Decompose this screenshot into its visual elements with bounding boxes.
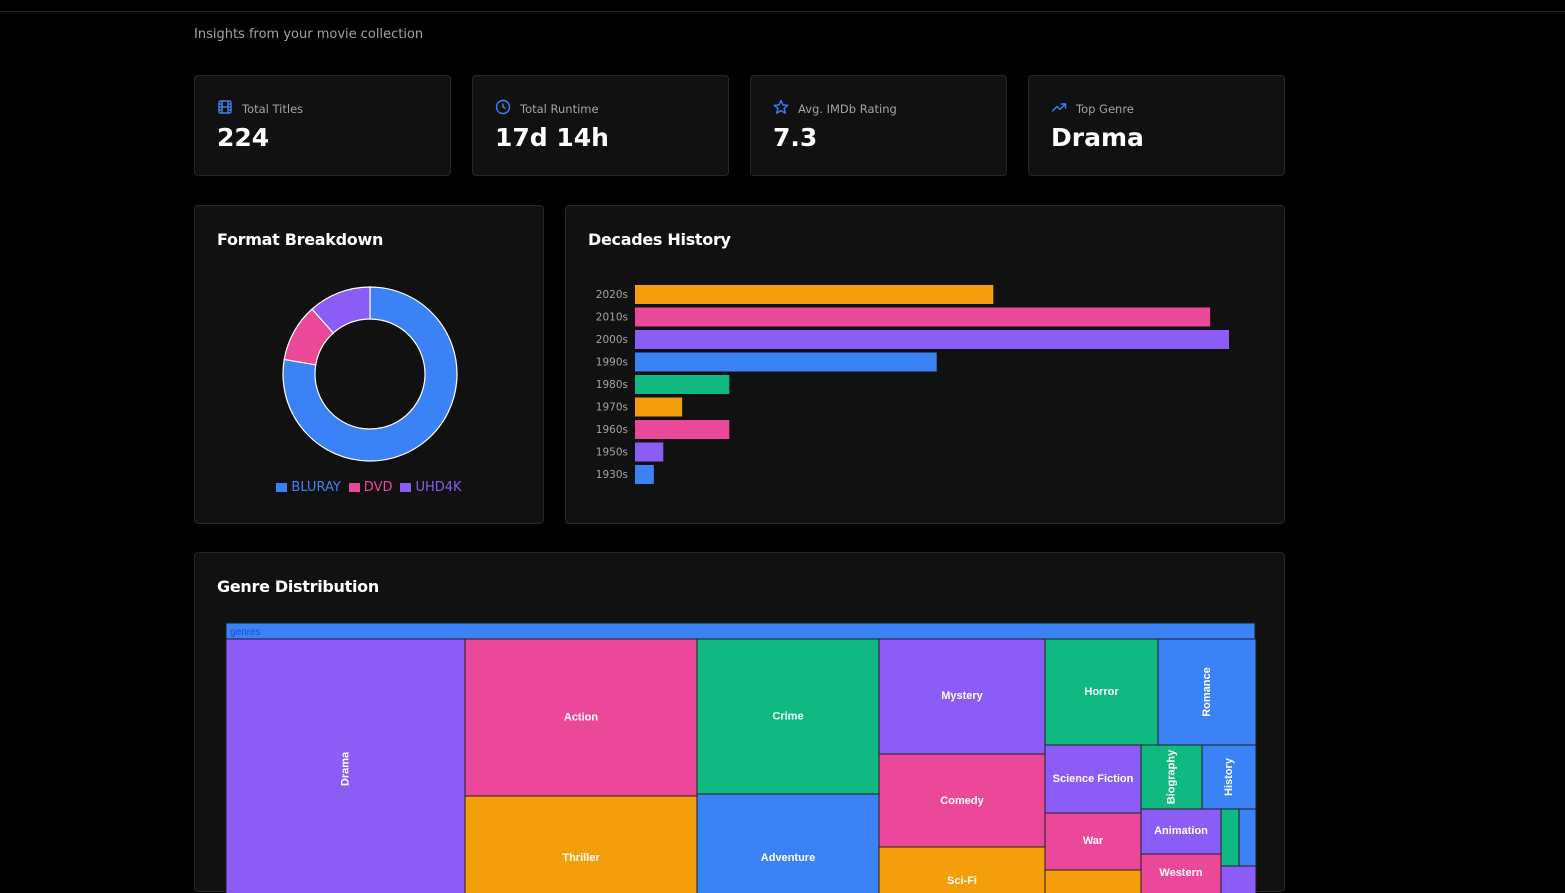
treemap-cell-other[interactable]	[1220, 865, 1257, 893]
bar-label: 2000s	[596, 334, 628, 346]
treemap-cell-comedy[interactable]	[878, 753, 1046, 848]
treemap-cell-other[interactable]	[1238, 808, 1257, 867]
bar-label: 1930s	[596, 469, 628, 481]
legend-item-dvd[interactable]: DVD	[348, 480, 393, 495]
bar-label: 1960s	[596, 424, 628, 436]
bar-label: 2020s	[596, 289, 628, 301]
stat-card-total-runtime: Total Runtime 17d 14h	[472, 75, 729, 176]
treemap-cell-romance[interactable]	[1157, 638, 1257, 746]
panel-title: Decades History	[588, 230, 731, 249]
bar-1990s[interactable]	[635, 352, 937, 372]
format-legend: BLURAY DVD UHD4K	[195, 480, 543, 495]
treemap-cell-animation[interactable]	[1140, 808, 1222, 855]
stat-card-avg-rating: Avg. IMDb Rating 7.3	[750, 75, 1007, 176]
treemap-cell-crime[interactable]	[696, 638, 880, 795]
treemap-label: Biography	[1165, 749, 1177, 804]
bar-label: 1980s	[596, 379, 628, 391]
treemap-root-label: genres	[230, 627, 261, 638]
treemap-label: Science Fiction	[1053, 773, 1134, 785]
legend-swatch	[400, 483, 412, 492]
legend-item-bluray[interactable]: BLURAY	[276, 480, 341, 495]
stat-value: Drama	[1051, 123, 1144, 152]
decades-history-panel: Decades History 2020s 2010s 2000s 1990s 1980…	[565, 205, 1285, 524]
stat-label: Total Runtime	[520, 101, 599, 116]
treemap-cell-horror[interactable]	[1044, 638, 1159, 746]
legend-swatch	[348, 483, 360, 492]
treemap-cell-war[interactable]	[1044, 812, 1142, 871]
donut-slice-bluray[interactable]	[282, 286, 458, 462]
bar-1950s[interactable]	[635, 442, 664, 462]
stat-label: Avg. IMDb Rating	[798, 101, 897, 116]
treemap-cell-action[interactable]	[464, 638, 698, 797]
treemap-label: Romance	[1201, 667, 1213, 717]
trending-up-icon	[1051, 99, 1067, 118]
treemap-label: Comedy	[940, 795, 984, 807]
stat-label: Top Genre	[1076, 101, 1134, 116]
genre-distribution-panel: Genre Distribution genres Drama Action Thri…	[194, 552, 1285, 893]
bar-2020s[interactable]	[635, 285, 994, 304]
bar-1980s[interactable]	[635, 375, 730, 394]
bar-label: 1950s	[596, 447, 628, 459]
bar-1930s[interactable]	[635, 465, 654, 484]
treemap-label: Horror	[1084, 686, 1119, 698]
treemap-cell-drama[interactable]	[225, 638, 466, 893]
bar-label: 2010s	[596, 312, 628, 324]
treemap-cell-other[interactable]	[1044, 869, 1142, 893]
treemap-label: Adventure	[761, 852, 815, 864]
stat-value: 17d 14h	[495, 123, 609, 152]
genre-treemap: genres Drama Action Thriller Crime Adventure M…	[225, 622, 1257, 893]
decades-bar-chart: 2020s 2010s 2000s 1990s 1980s 1970s 1960s 1950s…	[596, 285, 1229, 484]
treemap-cell-adventure[interactable]	[696, 793, 880, 893]
legend-label: UHD4K	[415, 480, 462, 495]
bar-1970s[interactable]	[635, 397, 683, 417]
panel-title: Format Breakdown	[217, 230, 384, 249]
legend-item-uhd4k[interactable]: UHD4K	[400, 480, 462, 495]
page-subtitle: Insights from your movie collection	[194, 27, 424, 42]
treemap-label: Action	[564, 711, 599, 723]
bar-1960s[interactable]	[635, 420, 730, 439]
format-breakdown-panel: Format Breakdown BLURAY DVD UHD4K	[194, 205, 544, 524]
clock-icon	[495, 99, 511, 118]
bar-2000s[interactable]	[635, 330, 1229, 349]
treemap-label: History	[1223, 757, 1235, 796]
treemap-cell-history[interactable]	[1201, 744, 1257, 810]
stat-card-top-genre: Top Genre Drama	[1028, 75, 1285, 176]
bar-label: 1990s	[596, 357, 628, 369]
treemap-label: War	[1083, 835, 1104, 847]
legend-swatch	[276, 483, 288, 492]
stat-value: 7.3	[773, 123, 818, 152]
treemap-label: Thriller	[562, 852, 600, 864]
bar-2010s[interactable]	[635, 307, 1211, 327]
donut-slice-uhd4k[interactable]	[311, 286, 371, 334]
treemap-root[interactable]	[225, 622, 1256, 640]
stat-label: Total Titles	[242, 101, 304, 116]
film-icon	[217, 99, 233, 118]
treemap-cell-thriller[interactable]	[464, 795, 698, 893]
treemap-label: Mystery	[941, 690, 983, 702]
header-divider	[0, 11, 1565, 12]
format-donut-chart	[282, 286, 458, 462]
stat-card-total-titles: Total Titles 224	[194, 75, 451, 176]
legend-label: DVD	[363, 480, 393, 495]
treemap-label: Western	[1159, 867, 1202, 879]
treemap-cell-science-fiction[interactable]	[1044, 744, 1142, 814]
star-icon	[773, 99, 789, 118]
treemap-cell-other[interactable]	[1220, 808, 1240, 867]
treemap-cell-mystery[interactable]	[878, 638, 1046, 755]
legend-label: BLURAY	[291, 480, 341, 495]
panel-title: Genre Distribution	[217, 577, 379, 596]
stat-value: 224	[217, 123, 270, 152]
treemap-label: Crime	[772, 710, 803, 722]
treemap-label: Animation	[1154, 825, 1208, 837]
bar-label: 1970s	[596, 402, 628, 414]
treemap-label: Drama	[339, 751, 351, 786]
